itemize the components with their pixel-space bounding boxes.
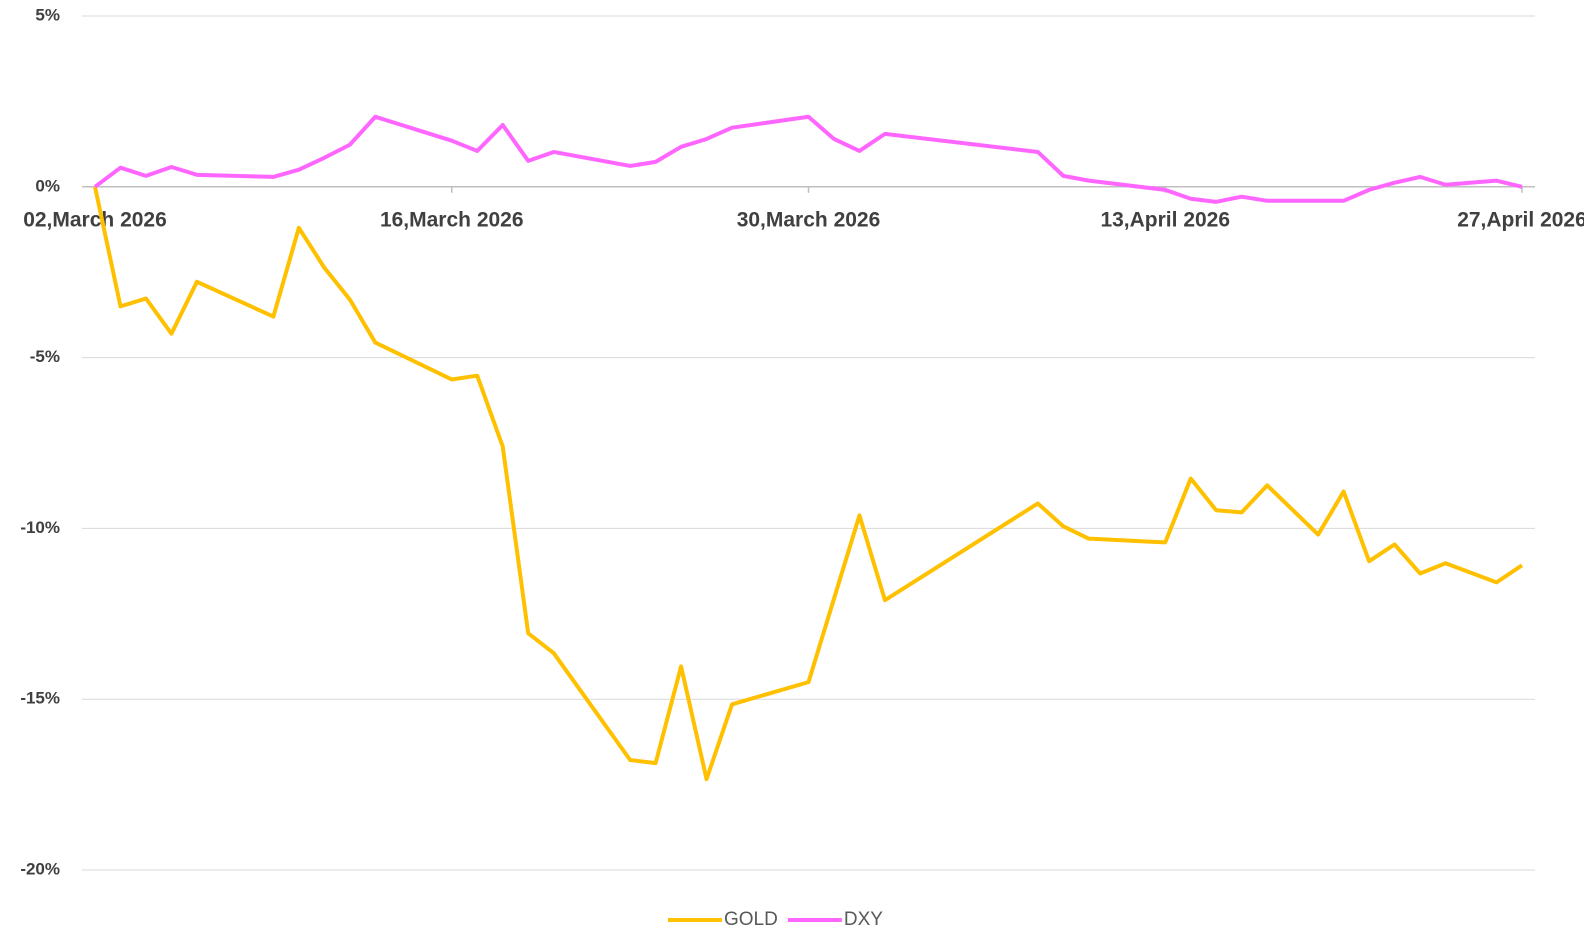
x-tick-label: 02,March 2026 (23, 208, 167, 231)
legend-label: GOLD (724, 909, 778, 930)
chart: -20% -15% -10% -5% 0% 5% 02,March 2026 16,March… (0, 0, 1584, 941)
x-tick-label: 16,March 2026 (380, 208, 524, 231)
x-tick-label: 30,March 2026 (737, 208, 881, 231)
y-tick-label: -20% (20, 859, 60, 878)
series-line (95, 187, 1522, 779)
y-tick-label: 5% (35, 5, 60, 24)
x-tick-label: 13,April 2026 (1100, 208, 1230, 231)
y-tick-label: 0% (35, 176, 60, 195)
x-tick-label: 27,April 2026 (1457, 208, 1584, 231)
y-tick-label: -15% (20, 689, 60, 708)
y-tick-label: -5% (30, 347, 60, 366)
y-tick-label: -10% (20, 518, 60, 537)
legend-label: DXY (844, 909, 883, 930)
